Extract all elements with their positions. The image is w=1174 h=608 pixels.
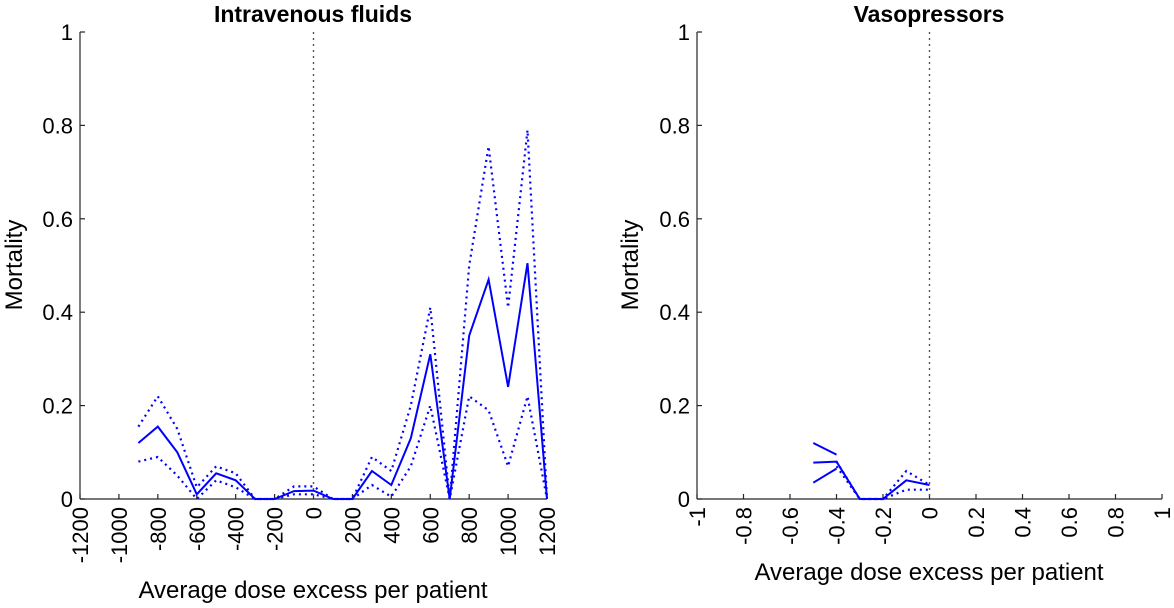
- x-tick-label: 400: [379, 507, 404, 544]
- y-tick-label: 0.8: [42, 113, 73, 138]
- x-tick-label: 0.4: [1011, 507, 1036, 538]
- series-line-confidence-bound: [835, 461, 931, 501]
- series-line-mean: [813, 460, 930, 500]
- x-tick-label: 200: [340, 507, 365, 544]
- x-tick-label: -0.6: [778, 507, 803, 545]
- x-tick-label: 1200: [535, 507, 560, 556]
- x-tick-label: 0: [918, 507, 943, 519]
- y-axis-label: Mortality: [1, 220, 28, 311]
- series-line-mean: [812, 467, 838, 484]
- chart-panel-vasopressors: Vasopressors Mortality Average dose exce…: [617, 1, 1174, 586]
- y-tick-label: 1: [678, 20, 690, 45]
- x-tick-label: -800: [146, 507, 171, 551]
- series-line-confidence-bound: [137, 129, 549, 501]
- x-tick-label: -200: [263, 507, 288, 551]
- x-tick-label: 0.2: [964, 507, 989, 538]
- series-line-mean: [812, 442, 837, 456]
- x-tick-label: 1: [1150, 507, 1174, 519]
- y-tick-label: 1: [61, 20, 73, 45]
- x-axis-label: Average dose excess per patient: [754, 559, 1103, 586]
- x-tick-label: -0.4: [825, 507, 850, 545]
- series-line-confidence-bound: [138, 394, 549, 501]
- chart-title: Intravenous fluids: [214, 1, 412, 27]
- y-tick-label: 0.6: [659, 207, 690, 232]
- x-tick-label: 1000: [496, 507, 521, 556]
- series-line-mean: [137, 263, 548, 500]
- y-tick-label: 0.8: [659, 113, 690, 138]
- x-tick-label: -0.2: [871, 507, 896, 545]
- x-axis-label: Average dose excess per patient: [138, 577, 487, 604]
- x-tick-label: 0.8: [1104, 507, 1129, 538]
- x-tick-label: -0.8: [732, 507, 757, 545]
- y-tick-label: 0.6: [42, 207, 73, 232]
- y-tick-label: 0.4: [42, 300, 73, 325]
- y-tick-label: 0: [61, 487, 73, 512]
- y-tick-label: 0.2: [42, 394, 73, 419]
- x-tick-label: -1000: [107, 507, 132, 563]
- y-tick-label: 0.4: [659, 300, 690, 325]
- x-tick-label: 0: [302, 507, 327, 519]
- y-tick-label: 0.2: [659, 394, 690, 419]
- x-tick-label: 600: [418, 507, 443, 544]
- x-tick-label: 0.6: [1057, 507, 1082, 538]
- x-tick-label: -400: [224, 507, 249, 551]
- y-tick-label: 0: [678, 487, 690, 512]
- chart-title: Vasopressors: [854, 1, 1005, 27]
- series-line-confidence-bound: [835, 465, 930, 501]
- y-axis-label: Mortality: [617, 220, 644, 311]
- x-tick-label: -600: [185, 507, 210, 551]
- chart-panel-intravenous-fluids: Intravenous fluids Mortality Average dos…: [1, 1, 560, 604]
- x-tick-label: 800: [457, 507, 482, 544]
- x-tick-label: -1200: [68, 507, 93, 563]
- x-tick-label: -1: [685, 507, 710, 527]
